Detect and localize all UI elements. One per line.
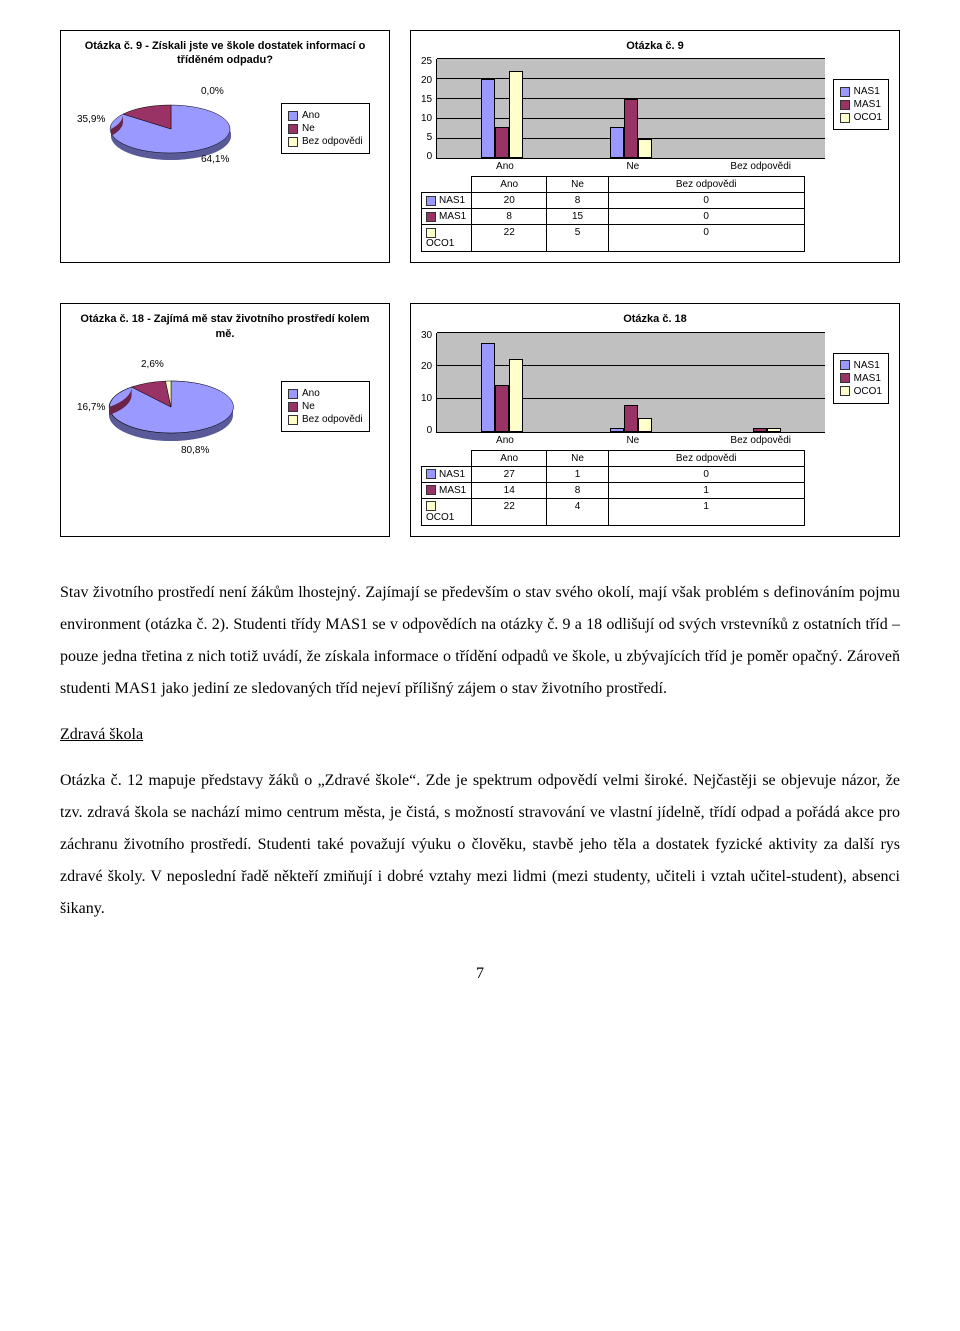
legend-nas1: NAS1 [854, 360, 880, 371]
q18-row: Otázka č. 18 - Zajímá mě stav životního … [60, 303, 900, 536]
q18-pie-legend: Ano Ne Bez odpovědi [281, 381, 370, 432]
q9-pie-legend: Ano Ne Bez odpovědi [281, 103, 370, 154]
q9-pie-title: Otázka č. 9 - Získali jste ve škole dost… [71, 39, 379, 68]
q18-plot-area [436, 333, 825, 433]
paragraph-2: Otázka č. 12 mapuje představy žáků o „Zd… [60, 765, 900, 925]
q18-bar-title: Otázka č. 18 [421, 312, 889, 326]
q18-pie-panel: Otázka č. 18 - Zajímá mě stav životního … [60, 303, 390, 536]
q9-data-table: AnoNeBez odpovědiNAS12080MAS18150OCO1225… [421, 176, 805, 252]
q9-pie-pct-bez: 0,0% [201, 86, 224, 97]
q18-x-labels: AnoNeBez odpovědi [441, 435, 825, 446]
paragraph-1: Stav životního prostředí není žákům lhos… [60, 577, 900, 705]
q9-pie-chart [71, 74, 271, 184]
q18-pie-title: Otázka č. 18 - Zajímá mě stav životního … [71, 312, 379, 341]
q9-row: Otázka č. 9 - Získali jste ve škole dost… [60, 30, 900, 263]
q18-bar-legend: NAS1 MAS1 OCO1 [833, 353, 889, 404]
q18-pie-pct-ne: 16,7% [77, 402, 105, 413]
legend-ano: Ano [302, 110, 320, 121]
q9-bar-legend: NAS1 MAS1 OCO1 [833, 79, 889, 130]
legend-mas1: MAS1 [854, 99, 881, 110]
q9-pie-pct-ano: 64,1% [201, 154, 229, 165]
q18-data-table: AnoNeBez odpovědiNAS12710MAS11481OCO1224… [421, 450, 805, 526]
section-heading: Zdravá škola [60, 719, 900, 751]
q9-pie-panel: Otázka č. 9 - Získali jste ve škole dost… [60, 30, 390, 263]
legend-bez: Bez odpovědi [302, 136, 363, 147]
legend-ne: Ne [302, 123, 315, 134]
q9-bar-panel: Otázka č. 9 0510152025 AnoNeBez odpovědi… [410, 30, 900, 263]
q9-y-axis: 0510152025 [421, 59, 436, 159]
q18-pie-pct-ano: 80,8% [181, 445, 209, 456]
legend-oco1: OCO1 [854, 386, 882, 397]
q9-x-labels: AnoNeBez odpovědi [441, 161, 825, 172]
q9-bar-title: Otázka č. 9 [421, 39, 889, 53]
legend-ano: Ano [302, 388, 320, 399]
q18-pie-pct-bez: 2,6% [141, 359, 164, 370]
legend-bez: Bez odpovědi [302, 414, 363, 425]
q18-bar-panel: Otázka č. 18 0102030 AnoNeBez odpovědi A… [410, 303, 900, 536]
q9-pie-pct-ne: 35,9% [77, 114, 105, 125]
q18-y-axis: 0102030 [421, 333, 436, 433]
q9-plot-area [436, 59, 825, 159]
legend-ne: Ne [302, 401, 315, 412]
page-number: 7 [60, 965, 900, 983]
legend-mas1: MAS1 [854, 373, 881, 384]
legend-nas1: NAS1 [854, 86, 880, 97]
legend-oco1: OCO1 [854, 112, 882, 123]
body-text: Stav životního prostředí není žákům lhos… [60, 577, 900, 925]
